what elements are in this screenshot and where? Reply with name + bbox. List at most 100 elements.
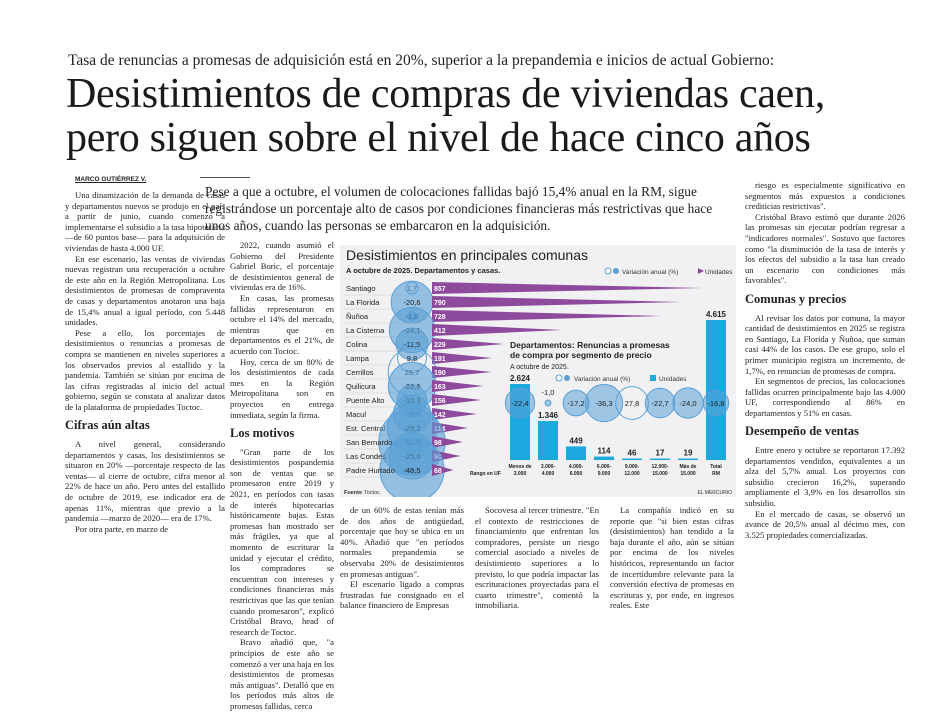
commune-label: Las Condes <box>346 452 386 461</box>
legend-square-icon <box>650 375 656 381</box>
segment-variation-label: -24,0 <box>679 399 696 408</box>
paragraph: Pese a ello, los porcentajes de desistim… <box>65 327 225 412</box>
paragraph: En el mercado de casas, se observó un av… <box>745 508 905 540</box>
variation-label: 9,8 <box>407 354 417 363</box>
paragraph: A nivel general, considerando departamen… <box>65 439 225 524</box>
units-bar <box>432 296 681 308</box>
commune-label: Quilicura <box>346 382 376 391</box>
kicker: Tasa de renuncias a promesas de adquisic… <box>68 52 775 69</box>
legend-plus-icon <box>604 267 612 275</box>
paragraph: En casas, las promesas fallidas represen… <box>230 292 334 356</box>
units-bar <box>432 324 562 336</box>
legend-triangle-icon <box>698 268 704 274</box>
units-bar <box>432 436 463 448</box>
headline-line-2: pero siguen sobre el nivel de hace cinco… <box>66 115 811 161</box>
commune-label: Est. Central <box>346 424 386 433</box>
range-label: Rango en UF <box>470 471 501 477</box>
segment-variation-bubble <box>702 389 730 417</box>
legend-minus-icon <box>564 375 570 381</box>
paragraph: Al revisar los datos por comuna, la mayo… <box>745 312 905 376</box>
segment-variation-label: -1,0 <box>542 388 555 397</box>
segment-bar <box>678 458 698 460</box>
units-bar <box>432 408 477 420</box>
legend-plus-icon <box>555 374 563 382</box>
commune-label: La Cisterna <box>346 326 385 335</box>
chart-subtitle: A octubre de 2025. Departamentos y casas… <box>346 266 500 275</box>
segment-variation-label: -16,8 <box>707 399 724 408</box>
segment-units-label: 17 <box>656 449 665 458</box>
byline: MARCO GUTIÉRREZ V. <box>75 176 147 183</box>
segment-category-label: 4.000 <box>542 471 555 477</box>
paragraph: En ese escenario, las ventas de vivienda… <box>65 253 225 328</box>
commune-label: Colina <box>346 340 368 349</box>
segment-category-label: 15.000 <box>652 471 668 477</box>
segment-units-label: 19 <box>684 449 693 458</box>
column-1: Una dinamización de la demanda de casas … <box>65 190 225 534</box>
segment-variation-bubble <box>544 399 552 407</box>
paragraph: Hoy, cerca de un 80% de los desistimient… <box>230 356 334 420</box>
segment-variation-label: 27,8 <box>625 399 640 408</box>
subhead-comunas: Comunas y precios <box>745 291 847 306</box>
segment-category-label: 3.000 <box>514 471 527 477</box>
subhead-cifras: Cifras aún altas <box>65 418 150 433</box>
headline-line-1: Desistimientos de compras de viviendas c… <box>66 71 825 117</box>
segment-units-label: 4.615 <box>706 310 727 319</box>
inset-title-2: de compra por segmento de precio <box>510 350 652 360</box>
segment-variation-label: -22,4 <box>511 399 528 408</box>
segment-category-label: Total <box>710 464 722 470</box>
paragraph: 2022, cuando asumió el Gobierno del Pres… <box>230 240 334 293</box>
commune-label: Cerrillos <box>346 368 374 377</box>
column-3: de un 60% de estas tenían más de dos año… <box>340 505 464 611</box>
segment-category-label: Más de <box>680 464 697 470</box>
inset-subtitle: A octubre de 2025. <box>510 364 569 371</box>
commune-label: San Bernardo <box>346 438 392 447</box>
units-bar <box>432 282 702 294</box>
legend-units: Unidades <box>659 376 687 383</box>
segment-variation-bubble <box>584 383 624 423</box>
units-label: 156 <box>434 398 446 405</box>
units-label: 163 <box>434 384 446 391</box>
segment-variation-bubble <box>504 387 536 419</box>
paragraph: Bravo añadió que, "a principios de este … <box>230 637 334 711</box>
segment-bar <box>566 446 586 460</box>
commune-label: Ñuñoa <box>346 312 369 321</box>
commune-label: Padre Hurtado <box>346 466 395 475</box>
segment-units-label: 449 <box>569 436 583 445</box>
commune-label: Macul <box>346 410 366 419</box>
segment-category-label: 9.000- <box>625 464 640 470</box>
headline: Desistimientos de compras de viviendas c… <box>66 72 825 160</box>
legend-units: Unidades <box>705 269 733 276</box>
credit: EL MERCURIO <box>697 490 732 496</box>
legend-variation: Variación anual (%) <box>622 269 678 276</box>
segment-category-label: RM <box>712 471 720 477</box>
paragraph: Entre enero y octubre se reportaron 17.3… <box>745 445 905 509</box>
units-bar <box>432 352 493 364</box>
units-bar <box>432 464 454 476</box>
deck: Pese a que a octubre, el volumen de colo… <box>205 184 713 233</box>
units-label: 728 <box>434 314 446 321</box>
segment-category-label: 6.000 <box>570 471 583 477</box>
column-2: 2022, cuando asumió el Gobierno del Pres… <box>230 240 334 712</box>
units-bar <box>432 310 662 322</box>
paragraph: Cristóbal Bravo estimó que durante 2026 … <box>745 211 905 286</box>
segment-variation-label: -36,3 <box>595 399 612 408</box>
units-label: 190 <box>434 370 446 377</box>
segment-category-label: 9.000 <box>598 471 611 477</box>
segment-bar <box>650 458 670 460</box>
segment-units-label: 2.624 <box>510 374 531 383</box>
commune-label: La Florida <box>346 298 380 307</box>
units-bar <box>432 366 492 378</box>
units-label: 412 <box>434 328 446 335</box>
segment-units-label: 46 <box>628 449 637 458</box>
paragraph: La compañía indicó en su reporte que "si… <box>610 505 734 611</box>
variation-label: -48,5 <box>403 466 420 475</box>
paragraph: El escenario ligado a compras frustradas… <box>340 579 464 611</box>
segment-units-label: 1.346 <box>538 411 559 420</box>
source: Toctoc <box>364 490 380 496</box>
paragraph: "Gran parte de los desistimientos pospan… <box>230 446 334 637</box>
units-bar <box>432 394 482 406</box>
chart-title: Desistimientos en principales comunas <box>346 247 588 263</box>
commune-label: Puente Alto <box>346 396 384 405</box>
paragraph: En segmentos de precios, las colocacione… <box>745 376 905 418</box>
deck-rule <box>200 177 250 178</box>
